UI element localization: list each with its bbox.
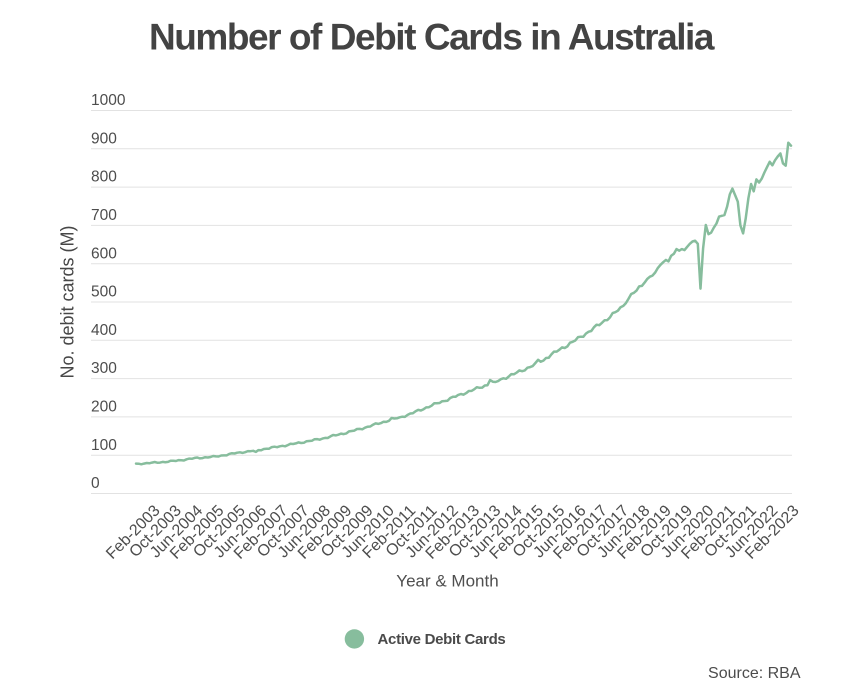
- svg-text:800: 800: [91, 169, 117, 186]
- svg-text:0: 0: [91, 475, 100, 492]
- svg-text:Active Debit Cards: Active Debit Cards: [378, 631, 506, 648]
- svg-text:Year & Month: Year & Month: [396, 572, 498, 591]
- svg-text:200: 200: [91, 399, 117, 416]
- svg-text:1000: 1000: [91, 92, 126, 109]
- svg-text:900: 900: [91, 130, 117, 147]
- svg-text:300: 300: [91, 360, 117, 377]
- svg-text:400: 400: [91, 322, 117, 339]
- svg-text:500: 500: [91, 284, 117, 301]
- svg-text:100: 100: [91, 437, 117, 454]
- svg-text:600: 600: [91, 245, 117, 262]
- svg-text:No. debit cards (M): No. debit cards (M): [58, 225, 78, 378]
- svg-text:Source: RBA: Source: RBA: [708, 665, 801, 682]
- svg-text:700: 700: [91, 207, 117, 224]
- svg-text:Number of Debit Cards in Austr: Number of Debit Cards in Australia: [149, 17, 715, 58]
